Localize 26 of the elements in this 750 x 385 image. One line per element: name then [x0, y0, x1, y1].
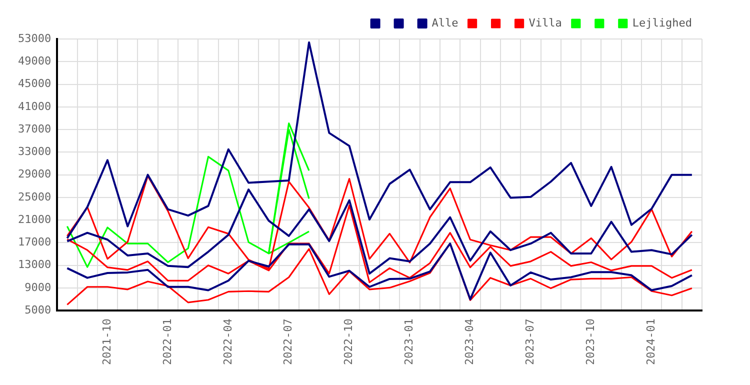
x-tick-label: 2024-01: [644, 318, 658, 365]
x-tick-label: 2023-10: [584, 318, 598, 365]
x-tick-label: 2022-10: [342, 318, 356, 365]
y-tick-label: 45000: [18, 77, 52, 90]
y-tick-label: 41000: [18, 100, 52, 113]
y-tick-label: 9000: [24, 280, 52, 294]
y-tick-label: 37000: [18, 122, 52, 136]
y-tick-label: 49000: [18, 54, 52, 68]
legend-label: Alle: [432, 16, 458, 30]
x-tick-label: 2022-01: [160, 318, 174, 365]
y-tick-label: 53000: [18, 32, 52, 45]
y-tick-label: 29000: [18, 168, 52, 181]
x-tick-label: 2021-10: [100, 318, 114, 365]
legend-label: Villa: [528, 16, 562, 30]
y-tick-label: 21000: [18, 212, 52, 226]
y-tick-label: 13000: [18, 258, 52, 272]
x-tick-label: 2022-04: [221, 318, 234, 365]
x-tick-label: 2023-07: [524, 318, 537, 365]
y-tick-label: 33000: [18, 145, 52, 158]
x-tick-label: 2022-07: [282, 318, 295, 365]
legend-label: Lejlighed: [632, 16, 692, 30]
x-tick-label: 2023-01: [402, 318, 416, 365]
x-tick-label: 2023-04: [463, 318, 476, 365]
y-tick-label: 25000: [18, 190, 52, 204]
y-tick-label: 5000: [24, 304, 52, 316]
y-tick-label: 17000: [18, 236, 52, 249]
